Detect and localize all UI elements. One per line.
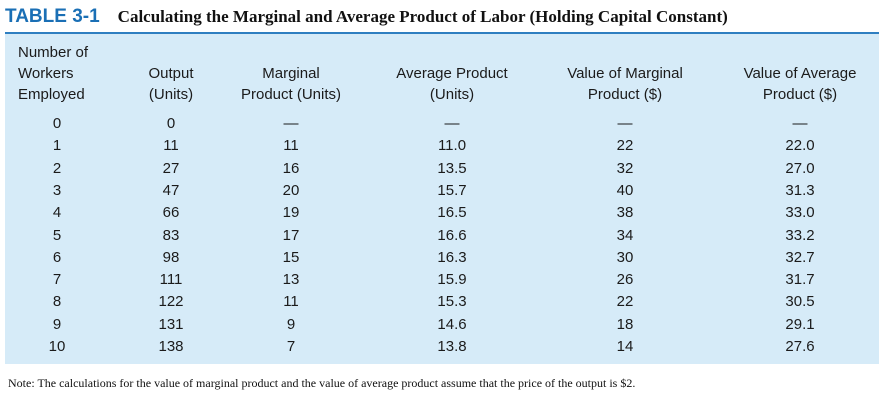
table-number: TABLE 3-1 <box>5 6 100 27</box>
header-marginal-line1: Marginal <box>262 65 320 82</box>
header-output-line1: Output <box>148 65 194 82</box>
header-vmp-line1: Value of Marginal <box>567 65 683 82</box>
header-average-product: Average Product (Units) <box>379 63 525 105</box>
cell-value-marginal-product: 30 <box>616 248 634 266</box>
cell-output: 98 <box>162 248 180 266</box>
cell-average-product: 15.3 <box>437 293 467 311</box>
cell-value-average-product: 29.1 <box>785 315 815 333</box>
cell-value-marginal-product: 32 <box>616 159 634 177</box>
header-average-line1: Average Product <box>396 65 508 82</box>
cell-workers: 9 <box>52 315 62 333</box>
cell-marginal-product: 20 <box>282 181 300 199</box>
cell-output: 138 <box>158 338 184 355</box>
header-workers-line2: Workers <box>18 65 74 82</box>
header-marginal-line2: Product (Units) <box>240 86 342 103</box>
table-caption: TABLE 3-1 Calculating the Marginal and A… <box>5 6 885 30</box>
cell-value-marginal-product: 26 <box>616 271 634 289</box>
cell-average-product: 13.8 <box>437 338 467 355</box>
cell-output: 131 <box>158 315 184 333</box>
cell-value-marginal-product: — <box>617 115 633 132</box>
header-workers-line3: Employed <box>18 86 85 103</box>
cell-output: 111 <box>159 271 183 289</box>
cell-average-product: 16.5 <box>437 204 467 222</box>
cell-workers: 5 <box>52 226 62 244</box>
table-note: Note: The calculations for the value of … <box>8 376 636 390</box>
header-vmp-line2: Product ($) <box>587 86 663 103</box>
cell-workers: 4 <box>52 204 62 222</box>
cell-output: 47 <box>162 181 180 199</box>
cell-value-marginal-product: 22 <box>616 137 634 155</box>
cell-value-average-product: 22.0 <box>785 137 815 155</box>
cell-value-average-product: 32.7 <box>785 248 815 266</box>
cell-average-product: 11.0 <box>437 137 467 155</box>
cell-workers: 7 <box>52 271 62 289</box>
cell-value-average-product: 27.0 <box>785 159 815 177</box>
cell-workers: 6 <box>52 248 62 266</box>
cell-average-product: 16.6 <box>437 226 467 244</box>
cell-workers: 2 <box>52 159 62 177</box>
cell-average-product: 15.7 <box>437 181 467 199</box>
header-average-line2: (Units) <box>429 86 475 103</box>
header-vap-line1: Value of Average <box>743 65 857 82</box>
cell-marginal-product: 17 <box>282 226 300 244</box>
cell-workers: 8 <box>52 293 62 311</box>
cell-marginal-product: 16 <box>282 159 300 177</box>
header-value-average: Value of Average Product ($) <box>725 63 875 105</box>
cell-average-product: 16.3 <box>437 248 467 266</box>
cell-average-product: 15.9 <box>437 271 467 289</box>
header-value-marginal: Value of Marginal Product ($) <box>550 63 700 105</box>
cell-output: 83 <box>162 226 180 244</box>
cell-marginal-product: — <box>283 115 299 132</box>
cell-marginal-product: 9 <box>286 315 296 333</box>
data-table: Number of Workers Employed Output (Units… <box>5 32 879 364</box>
cell-value-average-product: 31.3 <box>785 181 815 199</box>
cell-value-marginal-product: 38 <box>616 204 634 222</box>
cell-marginal-product: 15 <box>282 248 300 266</box>
cell-marginal-product: 11 <box>283 137 299 155</box>
cell-output: 11 <box>163 137 179 155</box>
header-vap-line2: Product ($) <box>762 86 838 103</box>
cell-workers: 0 <box>52 115 62 132</box>
header-output: Output (Units) <box>122 63 220 105</box>
cell-value-average-product: 33.2 <box>785 226 815 244</box>
cell-output: 122 <box>158 293 184 311</box>
cell-average-product: 14.6 <box>437 315 467 333</box>
cell-value-marginal-product: 14 <box>616 338 634 355</box>
cell-value-marginal-product: 18 <box>616 315 634 333</box>
cell-workers: 3 <box>52 181 62 199</box>
cell-value-average-product: — <box>792 115 808 132</box>
cell-marginal-product: 7 <box>286 338 296 355</box>
cell-output: 0 <box>166 115 176 132</box>
cell-value-average-product: 30.5 <box>785 293 815 311</box>
cell-average-product: — <box>444 115 460 132</box>
cell-value-marginal-product: 40 <box>616 181 634 199</box>
cell-average-product: 13.5 <box>437 159 467 177</box>
header-workers-line1: Number of <box>18 44 89 61</box>
cell-value-average-product: 33.0 <box>785 204 815 222</box>
cell-output: 27 <box>162 159 180 177</box>
cell-marginal-product: 13 <box>282 271 300 289</box>
cell-marginal-product: 19 <box>282 204 300 222</box>
cell-value-average-product: 31.7 <box>785 271 815 289</box>
cell-value-average-product: 27.6 <box>785 338 815 355</box>
cell-output: 66 <box>162 204 180 222</box>
cell-value-marginal-product: 22 <box>616 293 634 311</box>
cell-value-marginal-product: 34 <box>616 226 634 244</box>
header-marginal-product: Marginal Product (Units) <box>227 63 355 105</box>
cell-workers: 10 <box>48 338 66 355</box>
header-workers: Number of Workers Employed <box>18 42 88 105</box>
cell-marginal-product: 11 <box>283 293 299 311</box>
cell-workers: 1 <box>52 137 62 155</box>
table-title: Calculating the Marginal and Average Pro… <box>117 7 728 26</box>
header-output-line2: (Units) <box>148 86 194 103</box>
